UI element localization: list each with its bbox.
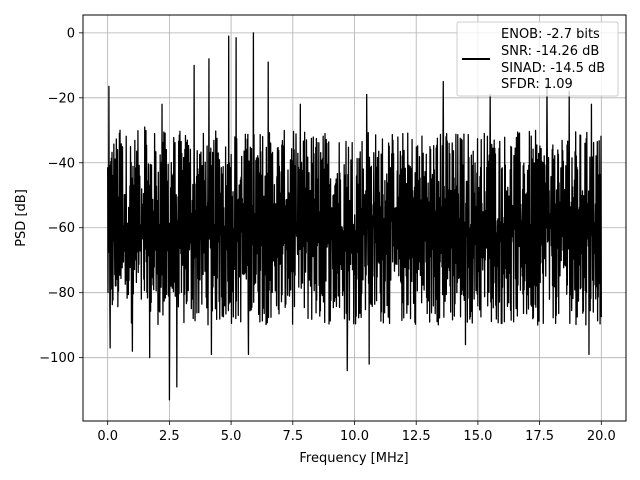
x-tick-label: 12.5 [402, 429, 431, 444]
x-axis-label: Frequency [MHz] [299, 451, 408, 466]
x-tick-label: 15.0 [463, 429, 492, 444]
y-tick-label: 0 [67, 26, 75, 41]
x-tick-label: 5.0 [221, 429, 242, 444]
y-tick-label: −100 [39, 351, 75, 366]
legend-enob: ENOB: -2.7 bits [501, 27, 600, 42]
legend-sfdr: SFDR: 1.09 [501, 77, 573, 92]
x-tick-label: 10.0 [340, 429, 369, 444]
x-tick-label: 7.5 [282, 429, 303, 444]
legend: ENOB: -2.7 bits SNR: -14.26 dB SINAD: -1… [456, 21, 619, 97]
plot-area [107, 32, 602, 401]
y-axis: 0 −20 −40 −60 −80 −100 [39, 26, 83, 366]
y-tick-label: −40 [48, 156, 75, 171]
x-tick-label: 17.5 [525, 429, 554, 444]
x-tick-label: 2.5 [159, 429, 180, 444]
y-tick-label: −20 [48, 91, 75, 106]
psd-trace [107, 32, 602, 401]
legend-sinad: SINAD: -14.5 dB [501, 61, 605, 76]
y-tick-label: −60 [48, 221, 75, 236]
y-tick-label: −80 [48, 286, 75, 301]
x-axis: 0.0 2.5 5.0 7.5 10.0 12.5 15.0 17.5 20.0 [97, 421, 616, 444]
x-tick-label: 20.0 [587, 429, 616, 444]
legend-snr: SNR: -14.26 dB [501, 44, 599, 59]
legend-box [456, 21, 619, 97]
y-axis-label: PSD [dB] [14, 189, 29, 247]
x-tick-label: 0.0 [97, 429, 118, 444]
